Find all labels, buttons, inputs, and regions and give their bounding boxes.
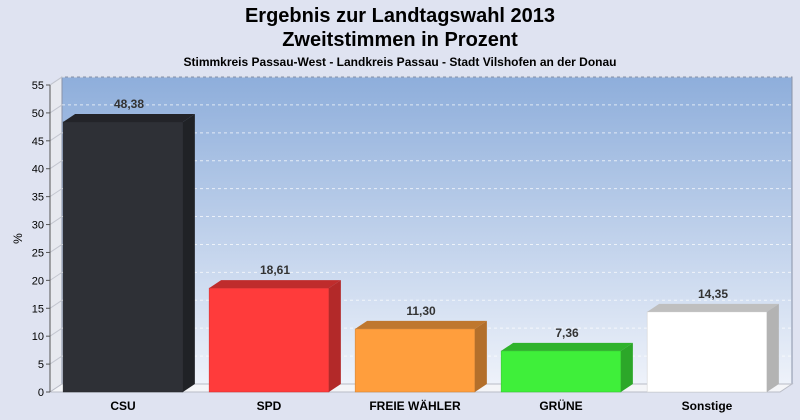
- gridline-side: [49, 327, 63, 337]
- value-label: 7,36: [555, 326, 579, 340]
- y-tick-label: 50: [32, 108, 44, 120]
- y-tick-label: 40: [32, 164, 44, 176]
- gridline-side: [49, 160, 63, 170]
- chart-header: Ergebnis zur Landtagswahl 2013 Zweitstim…: [0, 4, 800, 70]
- gridline-side: [49, 244, 63, 253]
- gridline-side: [49, 132, 63, 142]
- bar-side: [474, 320, 487, 392]
- bar-side: [620, 342, 633, 392]
- y-tick-label: 55: [32, 80, 44, 92]
- gridline-side: [49, 76, 63, 86]
- bar-top: [647, 303, 779, 312]
- bar-front: [354, 328, 476, 393]
- chart-subtitle: Zweitstimmen in Prozent: [282, 29, 518, 51]
- chart-title: Ergebnis zur Landtagswahl 2013: [244, 5, 556, 27]
- y-tick-label: 10: [32, 331, 44, 343]
- chart-caption: Stimmkreis Passau-West - Landkreis Passa…: [183, 55, 617, 69]
- gridline-side: [49, 188, 63, 198]
- value-label: 18,61: [260, 263, 290, 277]
- bar-front: [500, 350, 622, 393]
- y-tick-label: 15: [32, 303, 44, 315]
- y-tick-label: 25: [32, 247, 44, 259]
- y-axis-label: %: [11, 233, 25, 244]
- bar-top: [355, 320, 487, 329]
- plot-left-wall: [49, 76, 63, 393]
- x-tick-label: SPD: [257, 399, 282, 413]
- y-tick-label: 20: [32, 275, 44, 287]
- bar-sonstige: [646, 303, 779, 393]
- x-tick-label: Sonstige: [682, 399, 733, 413]
- bar-freie-wähler: [354, 320, 487, 393]
- bar-top: [501, 342, 633, 351]
- gridline-side: [49, 355, 63, 365]
- bar-side: [766, 303, 779, 392]
- bar-side: [182, 113, 195, 393]
- gridline-side: [49, 216, 63, 225]
- value-label: 11,30: [406, 304, 436, 318]
- gridline-side: [49, 299, 63, 309]
- y-tick-label: 0: [38, 387, 44, 399]
- x-tick-label: CSU: [110, 399, 135, 413]
- y-tick-label: 30: [32, 220, 44, 232]
- gridline-side: [49, 271, 63, 281]
- value-label: 14,35: [698, 287, 728, 301]
- value-label: 48,38: [114, 97, 144, 111]
- bar-spd: [208, 280, 341, 393]
- bar-csu: [62, 113, 195, 393]
- bar-front: [646, 311, 768, 393]
- bar-front: [208, 287, 330, 393]
- y-tick-label: 35: [32, 192, 44, 204]
- y-tick-label: 45: [32, 136, 44, 148]
- x-tick-label: GRÜNE: [539, 398, 582, 413]
- bar-front: [62, 121, 184, 393]
- bar-top: [63, 113, 195, 122]
- y-tick-label: 5: [38, 359, 44, 371]
- bar-side: [328, 280, 341, 392]
- gridline-side: [49, 104, 63, 114]
- bar-top: [209, 280, 341, 289]
- x-tick-label: FREIE WÄHLER: [369, 398, 461, 413]
- bar-grüne: [500, 342, 633, 393]
